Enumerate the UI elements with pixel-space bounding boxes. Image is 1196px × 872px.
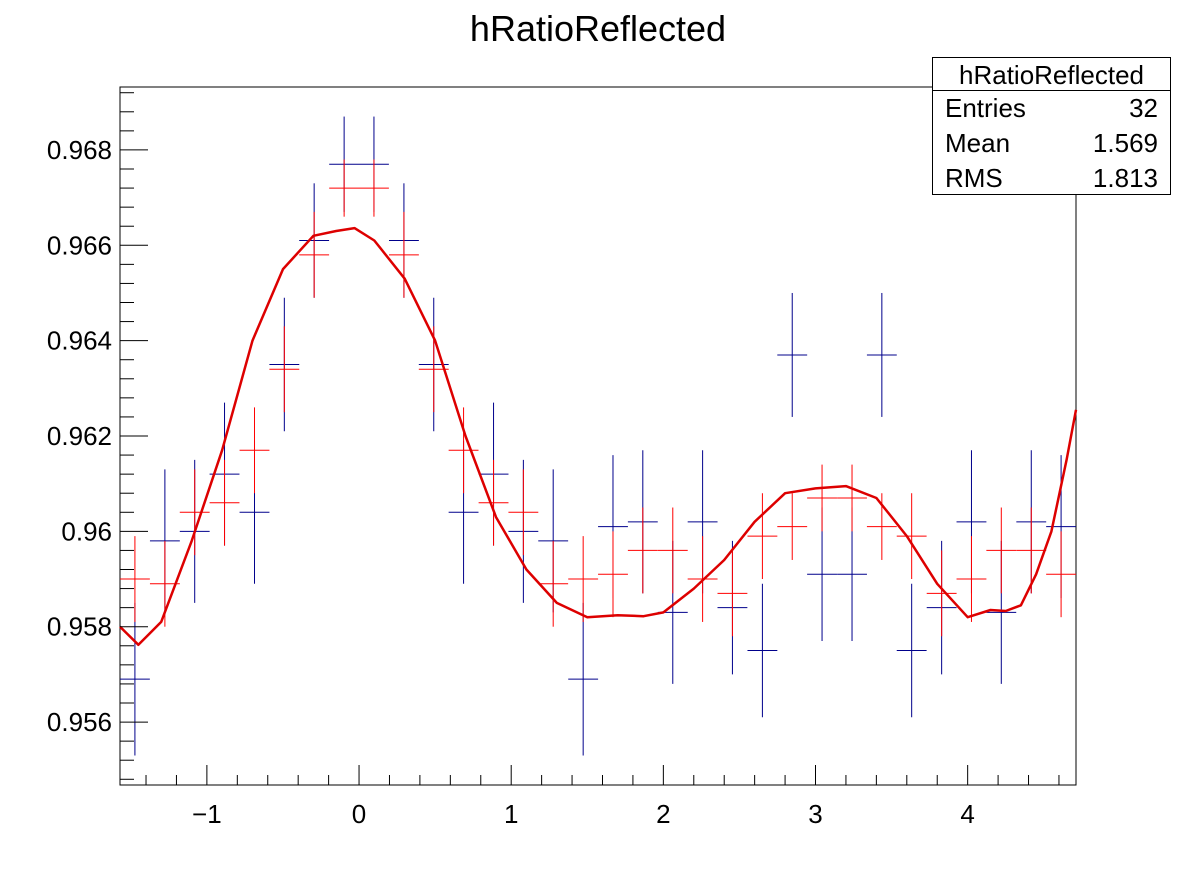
series-0-point: [777, 292, 808, 417]
stats-label-rms: RMS: [945, 163, 1003, 193]
series-1-point: [329, 159, 360, 217]
fit-curve: [119, 226, 1078, 647]
chart-title: hRatioReflected: [469, 8, 727, 49]
series-1-point: [179, 469, 210, 556]
series-0-point: [119, 602, 150, 756]
series-1-point: [269, 326, 300, 413]
series-1: [119, 159, 1077, 637]
series-1-point: [747, 493, 778, 580]
y-tick-label: 0.956: [47, 707, 112, 737]
series-0-point: [866, 292, 897, 417]
series-0-point: [896, 583, 927, 718]
stats-value-entries: 32: [1129, 93, 1158, 123]
series-1-point: [986, 507, 1017, 594]
series-0-point: [747, 583, 778, 718]
series-1-point: [1046, 531, 1077, 618]
x-tick-label: 0: [352, 799, 366, 829]
series-1-point: [956, 536, 987, 622]
series-1-point: [359, 159, 389, 217]
series-1-point: [448, 407, 479, 494]
stats-box-title: hRatioReflected: [933, 58, 1170, 91]
stats-label-mean: Mean: [945, 128, 1011, 158]
stats-row-rms: RMS 1.813: [933, 161, 1170, 196]
series-1-point: [717, 550, 748, 637]
series-1-point: [388, 211, 419, 298]
series-1-point: [657, 507, 688, 594]
series-1-point: [568, 536, 599, 622]
y-tick-label: 0.964: [47, 326, 112, 356]
series-1-point: [508, 469, 539, 556]
series-2: [119, 226, 1078, 647]
series-1-point: [896, 493, 927, 580]
x-tick-label: 3: [808, 799, 822, 829]
series-0-point: [568, 602, 599, 756]
series-1-point: [209, 459, 240, 546]
series-1-point: [1016, 507, 1047, 594]
stats-label-entries: Entries: [945, 93, 1026, 123]
y-tick-label: 0.966: [47, 230, 112, 260]
y-tick-label: 0.962: [47, 421, 112, 451]
y-tick-label: 0.96: [61, 516, 112, 546]
series-1-point: [807, 464, 837, 532]
series-1-point: [598, 531, 628, 618]
x-tick-label: 2: [656, 799, 670, 829]
y-tick-label: 0.968: [47, 135, 112, 165]
series-1-point: [538, 540, 569, 627]
series-1-point: [299, 211, 330, 298]
y-tick-label: 0.958: [47, 612, 112, 642]
axis-layer: −1 0 1 2 3 4 0.956 0.958 0.96 0.962 0.964 0.966 0.96…: [47, 92, 1060, 829]
series-1-point: [239, 407, 270, 494]
x-tick-label: −1: [192, 799, 222, 829]
x-tick-label: 1: [504, 799, 518, 829]
series-1-point: [837, 464, 867, 532]
stats-value-rms: 1.813: [1092, 163, 1158, 193]
series-layer: [119, 116, 1078, 756]
series-1-point: [119, 536, 150, 622]
series-1-point: [777, 493, 808, 560]
stats-box: hRatioReflected Entries 32 Mean 1.569 RM…: [932, 57, 1171, 195]
stats-row-mean: Mean 1.569: [933, 126, 1170, 161]
x-tick-label: 4: [960, 799, 974, 829]
stats-row-entries: Entries 32: [933, 91, 1170, 126]
stats-value-mean: 1.569: [1092, 128, 1158, 158]
series-1-point: [926, 550, 957, 637]
series-0: [119, 116, 1077, 756]
series-1-point: [478, 459, 509, 546]
series-1-point: [627, 507, 658, 594]
